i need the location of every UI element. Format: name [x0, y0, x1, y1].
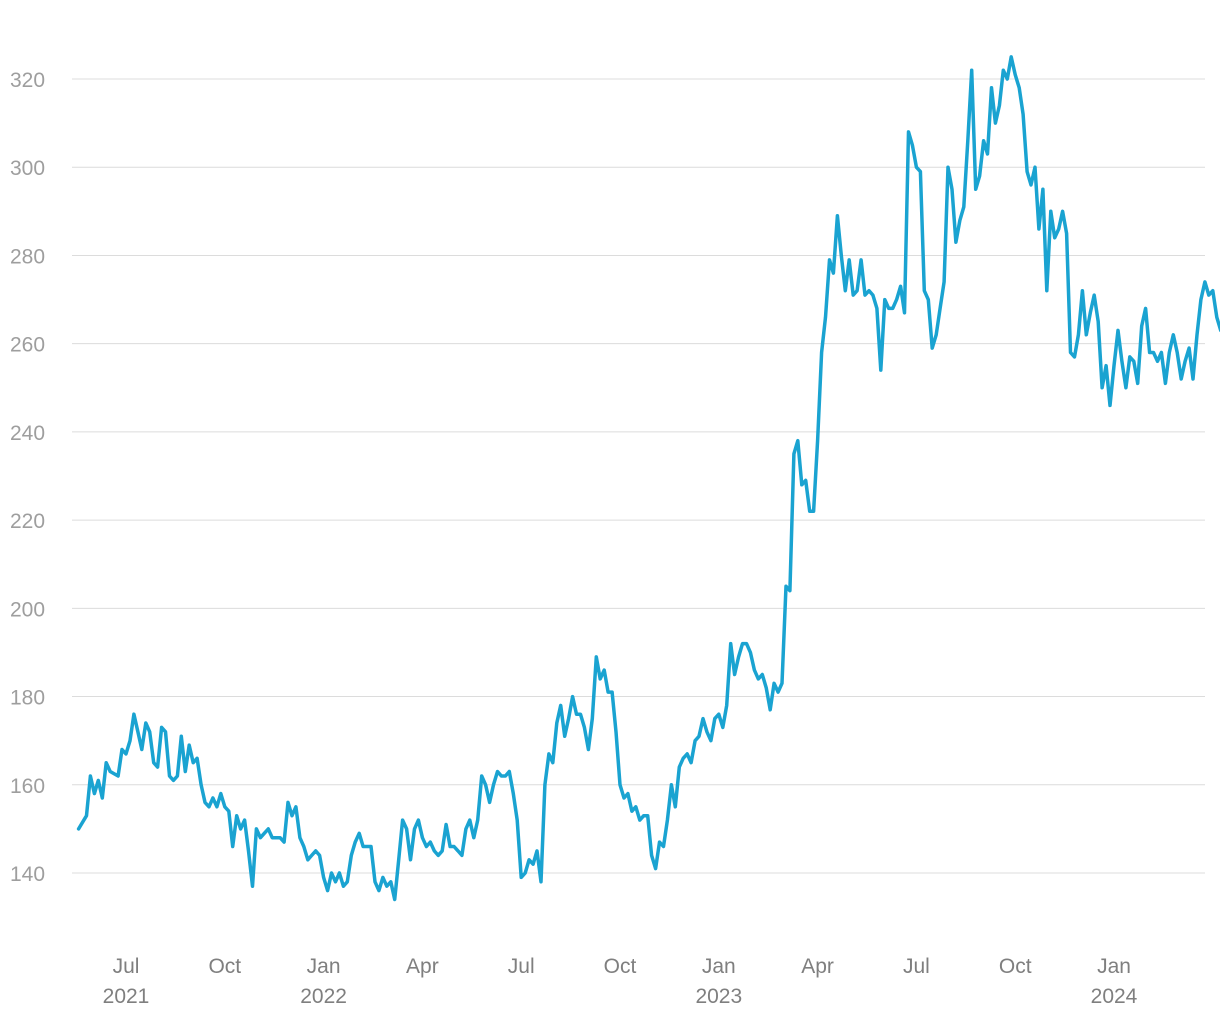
x-tick-label-month: Oct	[999, 955, 1032, 978]
x-tick-label-month: Jul	[508, 955, 535, 978]
y-tick-label: 200	[10, 598, 45, 621]
x-tick-label-month: Apr	[801, 955, 834, 978]
x-tick-label-month: Oct	[208, 955, 241, 978]
x-tick-label-month: Apr	[406, 955, 439, 978]
y-tick-label: 240	[10, 422, 45, 445]
y-tick-label: 300	[10, 157, 45, 180]
y-tick-label: 260	[10, 334, 45, 357]
x-tick-label-year: 2024	[1091, 985, 1138, 1008]
x-axis-ticks: Jul 2021 Oct Jan 2022 Apr Jul Oct Jan 2023 Apr Jul O…	[103, 955, 1138, 1008]
y-axis-ticks: 140 160 180 200 220 240 260 280 300 320	[10, 69, 45, 886]
y-tick-label: 180	[10, 687, 45, 710]
x-tick-label-year: 2022	[300, 985, 347, 1008]
y-tick-label: 160	[10, 775, 45, 798]
x-tick-label-month: Jul	[113, 955, 140, 978]
y-tick-label: 220	[10, 510, 45, 533]
y-tick-label: 280	[10, 245, 45, 268]
x-tick-label-year: 2023	[695, 985, 742, 1008]
y-tick-label: 320	[10, 69, 45, 92]
y-tick-label: 140	[10, 863, 45, 886]
series-line-price	[76, 55, 1220, 902]
x-tick-label-month: Jul	[903, 955, 930, 978]
gridlines	[72, 78, 1205, 874]
x-tick-label-month: Jan	[1097, 955, 1131, 978]
x-tick-label-month: Oct	[604, 955, 637, 978]
x-tick-label-month: Jan	[307, 955, 341, 978]
x-tick-label-year: 2021	[103, 985, 150, 1008]
x-tick-label-month: Jan	[702, 955, 736, 978]
series-layer	[76, 55, 1220, 902]
